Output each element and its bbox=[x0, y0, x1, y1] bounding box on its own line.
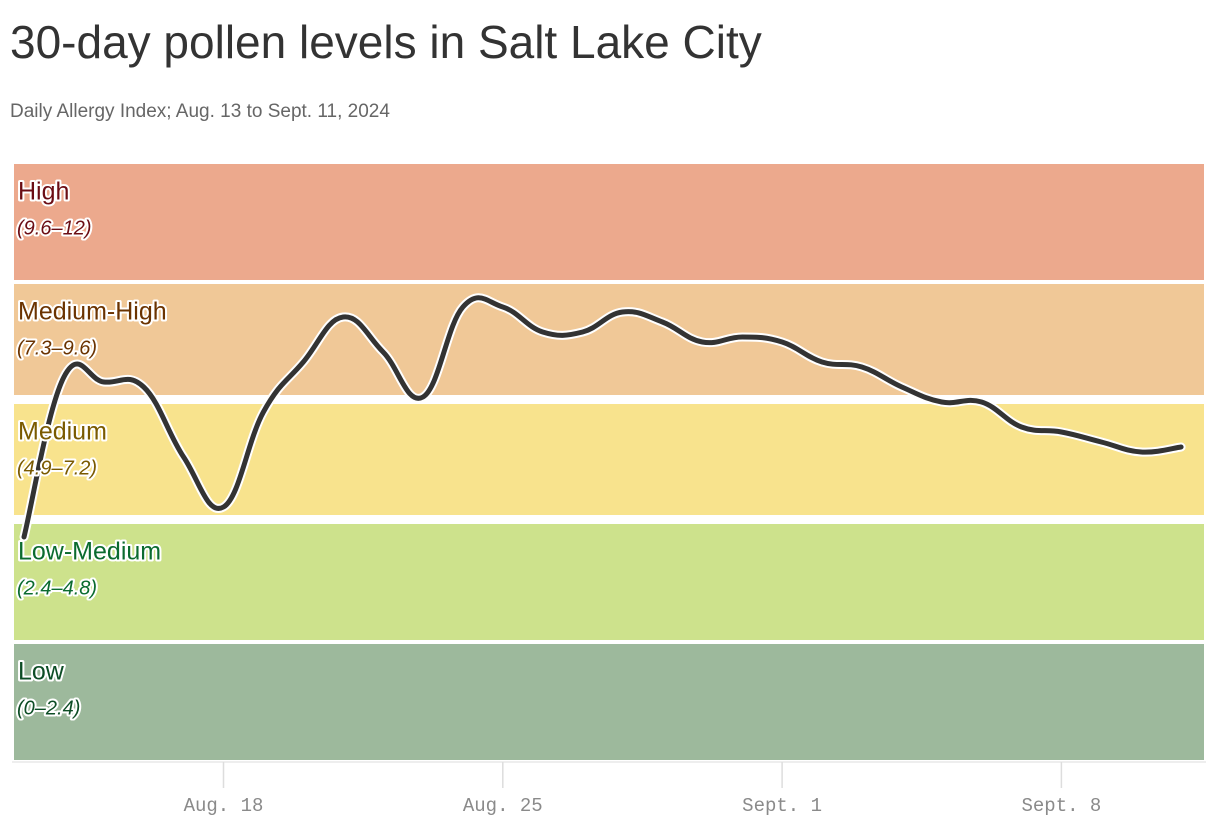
x-tick-label: Sept. 8 bbox=[1021, 795, 1101, 817]
chart-subtitle: Daily Allergy Index; Aug. 13 to Sept. 11… bbox=[10, 101, 390, 122]
band bbox=[10, 640, 1208, 764]
x-tick-label: Aug. 18 bbox=[184, 795, 264, 817]
band-label: Low-Medium bbox=[18, 538, 161, 566]
band bbox=[10, 520, 1208, 644]
band-label: Medium bbox=[18, 418, 107, 446]
band-range: (4.9–7.2) bbox=[17, 457, 97, 479]
band bbox=[10, 160, 1208, 284]
band-range: (0–2.4) bbox=[17, 697, 80, 719]
chart-title: 30-day pollen levels in Salt Lake City bbox=[10, 16, 762, 68]
band-label: Medium-High bbox=[18, 298, 167, 326]
band-label: Low bbox=[18, 658, 65, 686]
band bbox=[10, 280, 1208, 399]
band-range: (9.6–12) bbox=[17, 217, 92, 239]
band-range: (7.3–9.6) bbox=[17, 337, 97, 359]
line bbox=[21, 295, 1184, 540]
x-tick-label: Aug. 25 bbox=[463, 795, 543, 817]
band-range: (2.4–4.8) bbox=[17, 577, 97, 599]
band bbox=[10, 400, 1208, 519]
x-tick-label: Sept. 1 bbox=[742, 795, 822, 817]
band-label: High bbox=[18, 178, 69, 206]
